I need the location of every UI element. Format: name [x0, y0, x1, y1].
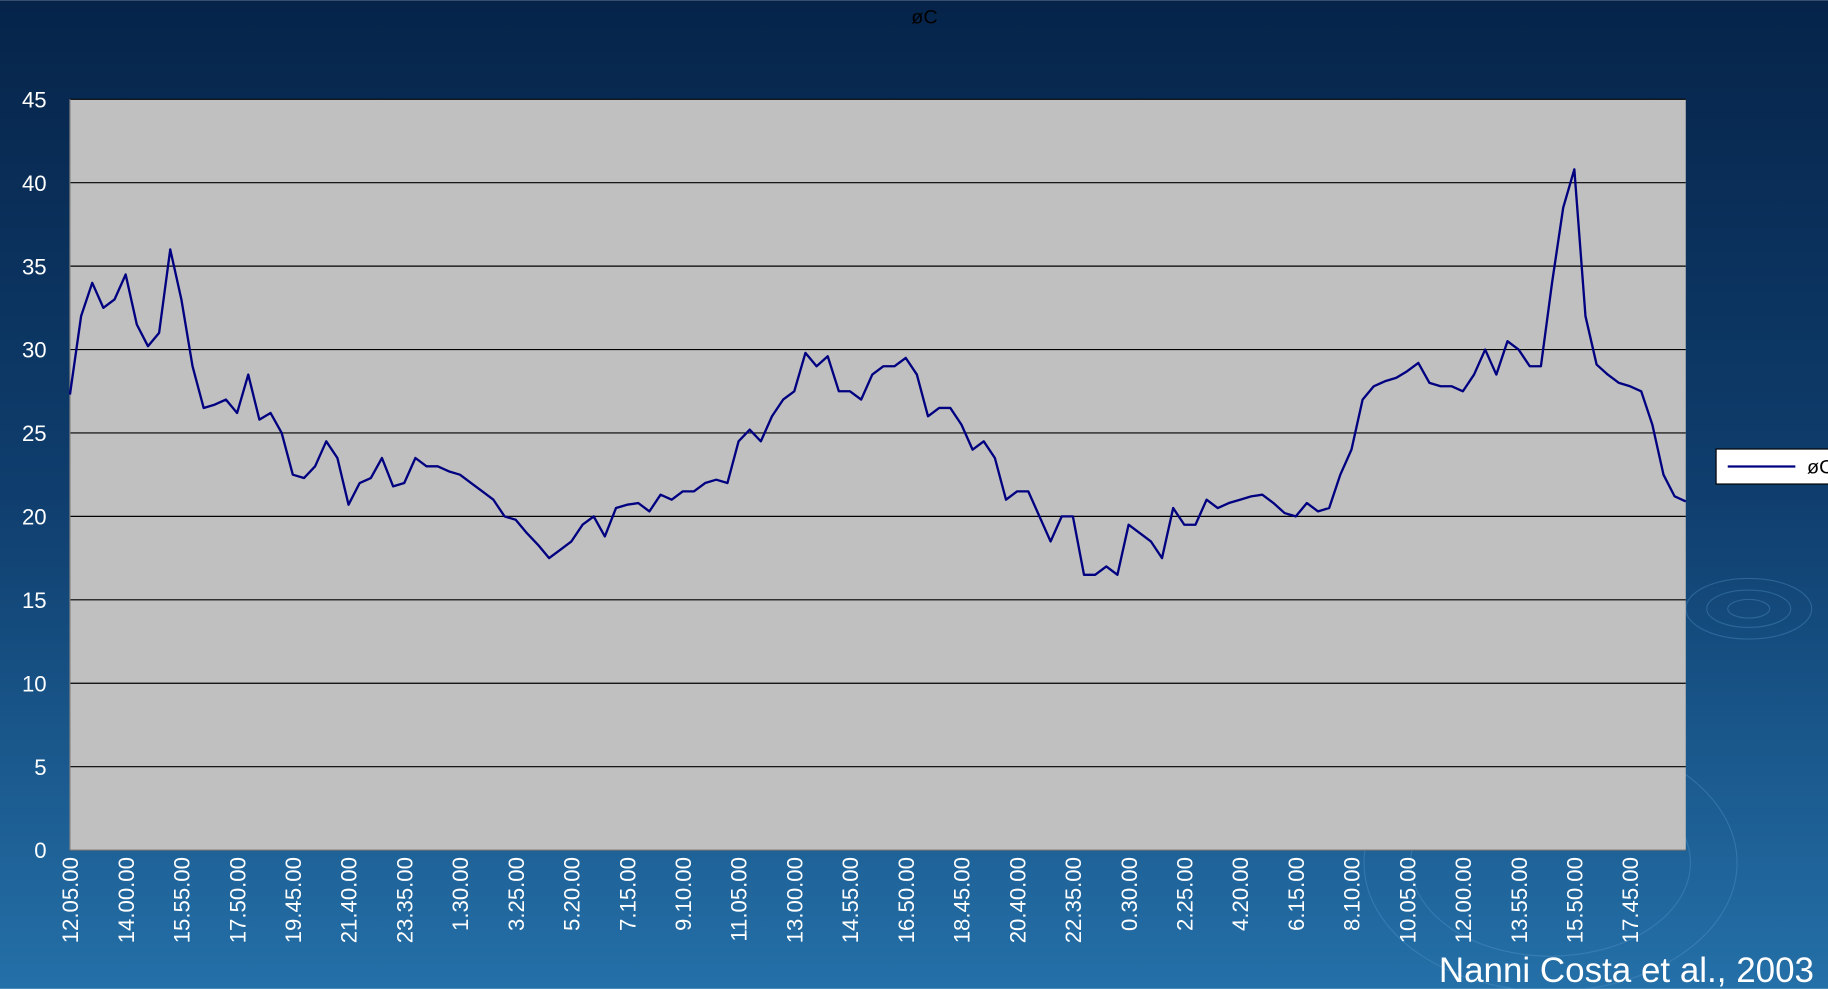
x-tick-label: 6.15.00 — [1284, 857, 1309, 931]
y-tick-label: 30 — [22, 338, 47, 363]
x-tick-label: 19.45.00 — [281, 857, 306, 943]
x-tick-label: 1.30.00 — [448, 857, 473, 931]
legend-label: øC — [1807, 457, 1828, 479]
x-tick-label: 12.00.00 — [1451, 857, 1476, 943]
x-tick-label: 15.50.00 — [1562, 857, 1587, 943]
plot-area — [70, 99, 1686, 850]
y-tick-label: 15 — [22, 588, 47, 613]
x-tick-label: 13.00.00 — [782, 857, 807, 943]
x-tick-label: 9.10.00 — [671, 857, 696, 931]
x-tick-label: 12.05.00 — [58, 857, 83, 943]
x-tick-label: 2.25.00 — [1172, 857, 1197, 931]
chart-title: øC — [911, 7, 937, 29]
x-tick-label: 20.40.00 — [1005, 857, 1030, 943]
x-tick-label: 18.45.00 — [950, 857, 975, 943]
source-credit: Nanni Costa et al., 2003 — [1439, 951, 1814, 989]
y-tick-label: 40 — [22, 171, 47, 196]
x-tick-label: 13.55.00 — [1507, 857, 1532, 943]
y-tick-label: 10 — [22, 671, 47, 696]
x-tick-label: 23.35.00 — [392, 857, 417, 943]
y-tick-label: 25 — [22, 421, 47, 446]
x-tick-label: 17.45.00 — [1618, 857, 1643, 943]
y-tick-label: 20 — [22, 505, 47, 530]
x-tick-label: 0.30.00 — [1117, 857, 1142, 931]
y-tick-label: 0 — [34, 838, 46, 863]
x-tick-label: 15.55.00 — [170, 857, 195, 943]
x-tick-label: 3.25.00 — [504, 857, 529, 931]
x-tick-label: 14.00.00 — [114, 857, 139, 943]
x-tick-label: 4.20.00 — [1228, 857, 1253, 931]
y-tick-label: 45 — [22, 87, 47, 112]
page: øC 0 5 10 15 20 25 30 35 40 45 12.05.00 14.00.00 15.… — [0, 0, 1828, 989]
x-tick-label: 7.15.00 — [615, 857, 640, 931]
x-tick-label: 16.50.00 — [894, 857, 919, 943]
x-tick-label: 10.05.00 — [1395, 857, 1420, 943]
chart: øC 0 5 10 15 20 25 30 35 40 45 12.05.00 14.00.00 15.… — [0, 0, 1828, 989]
x-tick-label: 14.55.00 — [838, 857, 863, 943]
y-tick-label: 35 — [22, 254, 47, 279]
x-tick-label: 22.35.00 — [1061, 857, 1086, 943]
x-tick-label: 8.10.00 — [1340, 857, 1365, 931]
y-tick-label: 5 — [34, 755, 46, 780]
x-tick-label: 5.20.00 — [560, 857, 585, 931]
x-tick-label: 17.50.00 — [225, 857, 250, 943]
x-tick-label: 11.05.00 — [727, 857, 752, 942]
x-tick-label: 21.40.00 — [337, 857, 362, 943]
